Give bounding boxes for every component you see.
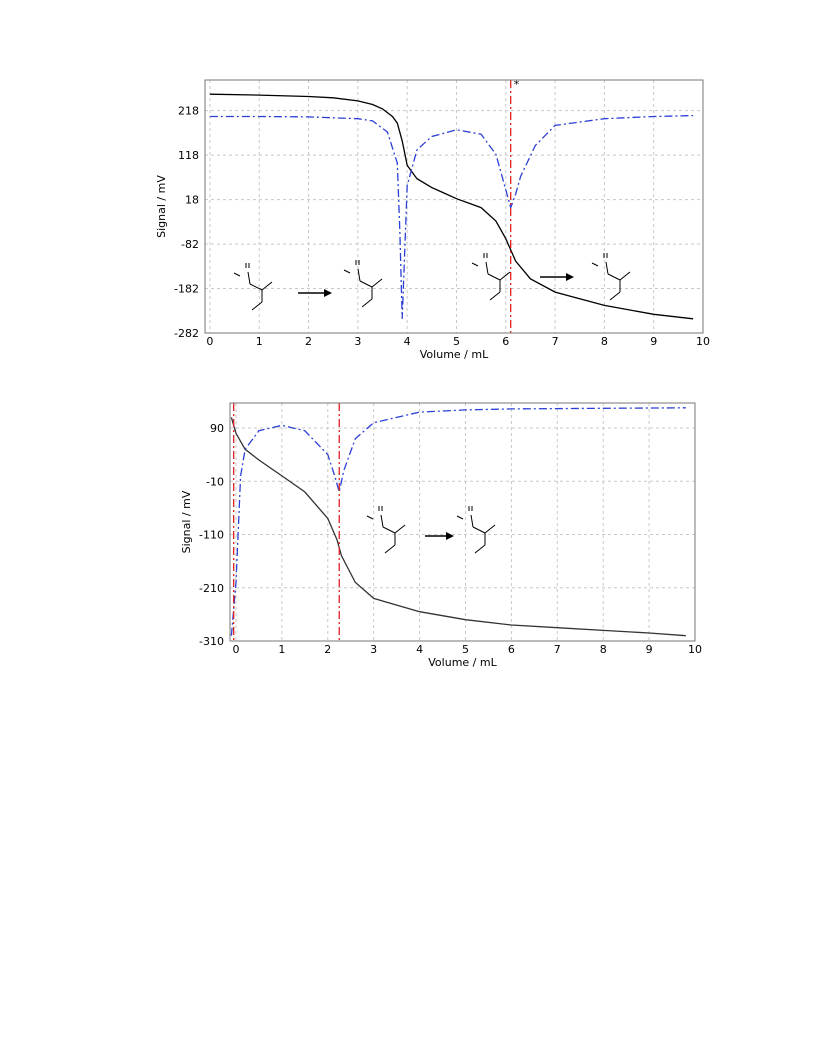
y-tick-label: -182: [174, 283, 199, 296]
plot-area: [230, 403, 695, 641]
x-tick-label: 5: [462, 643, 469, 656]
reaction-arrow: [540, 273, 574, 281]
reaction-arrow: [425, 532, 454, 540]
x-tick-label: 1: [256, 335, 263, 348]
x-tick-label: 4: [404, 335, 411, 348]
y-axis-label: Signal / mV: [155, 175, 168, 238]
x-tick-label: 6: [508, 643, 515, 656]
y-tick-label: -310: [199, 635, 224, 648]
data-line: [230, 417, 686, 637]
y-tick-label: 18: [185, 194, 199, 207]
x-tick-label: 5: [453, 335, 460, 348]
y-tick-label: 118: [178, 149, 199, 162]
x-tick-label: 10: [696, 335, 710, 348]
chart: 0 1 2 3 4 5 6 7 8 9 10 218 118 18 -82 -182 -282 * Volume /…: [150, 75, 720, 367]
reaction-arrow: [298, 289, 332, 297]
x-tick-label: 7: [554, 643, 561, 656]
y-tick-label: -210: [199, 582, 224, 595]
x-tick-label: 1: [278, 643, 285, 656]
plot-frame: [204, 79, 704, 334]
x-tick-label: 2: [324, 643, 331, 656]
data-line: [209, 93, 694, 320]
x-tick-label: 8: [601, 335, 608, 348]
x-tick-label: 6: [502, 335, 509, 348]
y-tick-label: 218: [178, 105, 199, 118]
x-tick-label: 0: [206, 335, 213, 348]
data-line: [230, 407, 686, 636]
x-tick-label: 2: [305, 335, 312, 348]
x-tick-label: 4: [416, 643, 423, 656]
x-tick-label: 8: [600, 643, 607, 656]
x-tick-label: 3: [370, 643, 377, 656]
y-tick-label: -10: [206, 475, 224, 488]
x-tick-label: 3: [354, 335, 361, 348]
x-axis-label: Volume / mL: [428, 656, 497, 669]
x-tick-label: 10: [688, 643, 702, 656]
chart: 0 1 2 3 4 5 6 7 8 9 10 90 -10 -110 -210 -310 Volume / mL…: [180, 398, 710, 672]
x-tick-label: 9: [650, 335, 657, 348]
marker-label: *: [514, 78, 520, 91]
y-tick-label: -110: [199, 529, 224, 542]
x-tick-label: 9: [646, 643, 653, 656]
y-axis-label: Signal / mV: [180, 490, 193, 553]
data-line: [209, 114, 694, 319]
y-tick-label: -82: [181, 238, 199, 251]
y-tick-label: 90: [210, 422, 224, 435]
x-tick-label: 7: [552, 335, 559, 348]
x-tick-label: 0: [232, 643, 239, 656]
y-tick-label: -282: [174, 327, 199, 340]
x-axis-label: Volume / mL: [420, 348, 489, 361]
plot-frame: [229, 402, 696, 642]
